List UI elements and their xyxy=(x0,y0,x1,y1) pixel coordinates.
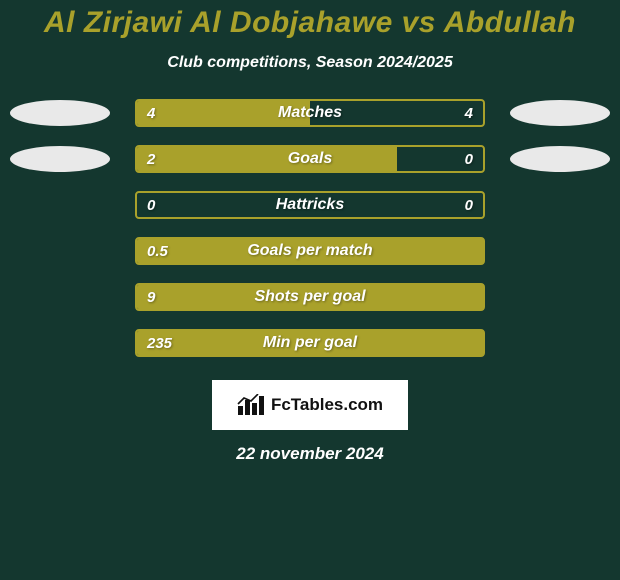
stat-value-right: 4 xyxy=(465,101,473,125)
placeholder xyxy=(510,330,610,356)
placeholder xyxy=(10,238,110,264)
logo-text: FcTables.com xyxy=(271,395,383,415)
placeholder xyxy=(10,330,110,356)
stat-row: 9Shots per goal xyxy=(10,274,610,320)
page-title: Al Zirjawi Al Dobjahawe vs Abdullah xyxy=(0,0,620,44)
stat-bar: 0.5Goals per match xyxy=(135,237,485,265)
stat-bar: 0Hattricks0 xyxy=(135,191,485,219)
stat-bar: 4Matches4 xyxy=(135,99,485,127)
stats-area: 4Matches42Goals00Hattricks00.5Goals per … xyxy=(0,90,620,366)
stat-row: 2Goals0 xyxy=(10,136,610,182)
stat-label: Hattricks xyxy=(137,193,483,217)
chart-icon xyxy=(237,394,265,416)
stat-bar-fill xyxy=(137,331,483,355)
placeholder xyxy=(510,192,610,218)
subtitle: Club competitions, Season 2024/2025 xyxy=(0,44,620,90)
placeholder xyxy=(510,238,610,264)
date-line: 22 november 2024 xyxy=(0,430,620,464)
stat-bar-fill xyxy=(137,239,483,263)
stat-value-right: 0 xyxy=(465,147,473,171)
stat-value-right: 0 xyxy=(465,193,473,217)
placeholder xyxy=(10,284,110,310)
stat-value-left: 0 xyxy=(147,193,155,217)
player-marker-right xyxy=(510,100,610,126)
stat-bar-fill xyxy=(137,147,397,171)
comparison-card: Al Zirjawi Al Dobjahawe vs Abdullah Club… xyxy=(0,0,620,580)
stat-row: 0Hattricks0 xyxy=(10,182,610,228)
stat-row: 235Min per goal xyxy=(10,320,610,366)
fctables-logo[interactable]: FcTables.com xyxy=(212,380,408,430)
stat-bar-fill xyxy=(137,101,310,125)
stat-row: 0.5Goals per match xyxy=(10,228,610,274)
placeholder xyxy=(10,192,110,218)
stat-bar: 235Min per goal xyxy=(135,329,485,357)
stat-bar-fill xyxy=(137,285,483,309)
stat-bar: 2Goals0 xyxy=(135,145,485,173)
player-marker-left xyxy=(10,100,110,126)
stat-bar: 9Shots per goal xyxy=(135,283,485,311)
stat-row: 4Matches4 xyxy=(10,90,610,136)
placeholder xyxy=(510,284,610,310)
player-marker-left xyxy=(10,146,110,172)
player-marker-right xyxy=(510,146,610,172)
